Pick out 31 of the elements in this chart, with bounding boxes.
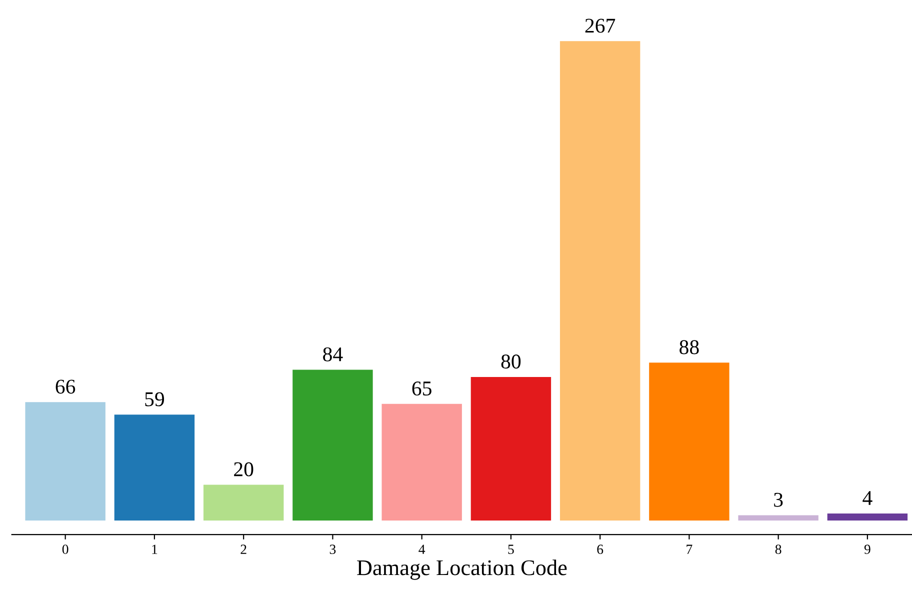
- data-label: 88: [680, 340, 699, 354]
- bar: [203, 484, 284, 521]
- x-tick-label: 6: [597, 544, 604, 554]
- data-label: 65: [412, 382, 432, 396]
- bar: [470, 376, 552, 521]
- x-tick-label: 4: [418, 544, 426, 554]
- data-label: 66: [56, 380, 76, 394]
- bar: [827, 513, 908, 521]
- data-label: 80: [501, 354, 521, 369]
- bar: [292, 370, 373, 521]
- data-label: 4: [862, 491, 872, 505]
- data-label: 59: [145, 392, 164, 406]
- bar: [738, 515, 818, 521]
- data-label: 3: [774, 492, 783, 507]
- x-tick-label: 5: [508, 544, 514, 554]
- data-label: 20: [234, 462, 254, 476]
- data-label: 84: [323, 347, 343, 362]
- bar: [649, 362, 730, 521]
- x-tick-label: 8: [775, 544, 782, 554]
- bar: [382, 404, 462, 521]
- x-tick-label: 7: [686, 544, 692, 554]
- x-tick-label: 1: [152, 544, 158, 554]
- x-tick-label: 9: [864, 544, 870, 554]
- bar: [25, 402, 106, 521]
- x-tick-label: 2: [240, 544, 246, 554]
- x-tick-label: 3: [330, 544, 336, 554]
- bar: [560, 41, 640, 521]
- bar: [114, 414, 195, 521]
- data-label: 267: [585, 18, 616, 33]
- x-tick-label: 0: [62, 544, 68, 554]
- x-axis-title: Damage Location Code: [357, 560, 567, 580]
